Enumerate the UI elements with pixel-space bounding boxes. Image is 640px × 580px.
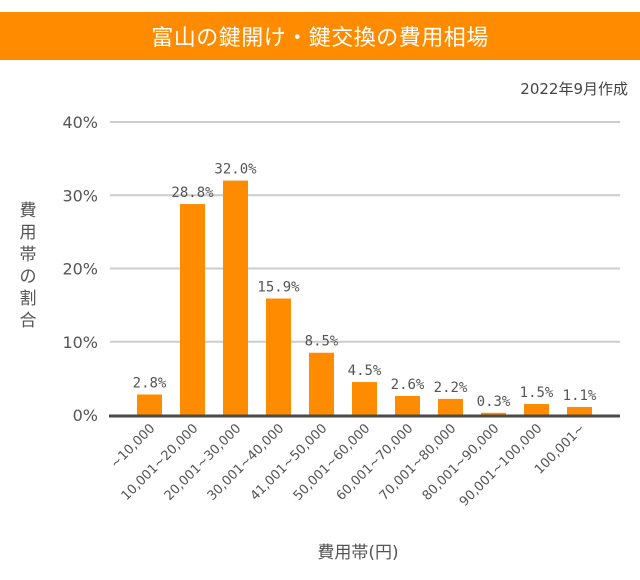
x-tick-label: 20,001~30,000 [162,421,245,504]
data-label: 15.9% [257,280,300,296]
x-axis-title: 費用帯(円) [317,543,399,563]
y-axis-title-char: 用 [19,223,37,243]
y-axis-title-char: の [19,267,37,287]
chart-title: 富山の鍵開け・鍵交換の費用相場 [151,26,489,51]
data-label: 8.5% [305,334,339,350]
bar [137,394,162,415]
y-tick-label: 40% [62,113,98,132]
y-axis-title-char: 合 [19,311,37,331]
x-tick-label: 30,001~40,000 [205,421,288,504]
y-tick-label: 20% [62,260,98,279]
data-label: 28.8% [171,185,214,201]
title-banner: 富山の鍵開け・鍵交換の費用相場 [0,12,640,60]
data-label: 2.6% [391,377,425,393]
data-label: 2.2% [434,380,468,396]
data-label: 1.1% [563,388,597,404]
bar [309,352,334,415]
x-tick-label: 70,001~80,000 [377,421,460,504]
bar [223,180,248,415]
bar [352,382,377,415]
data-label: 0.3% [477,394,511,410]
bar [266,298,291,415]
bar [567,406,592,415]
bar [438,398,463,415]
y-tick-label: 10% [62,333,98,352]
bar [395,395,420,415]
x-tick-label: 41,001~50,000 [248,421,331,504]
x-tick-label: 10,001~20,000 [119,421,202,504]
x-tick-label: 50,001~60,000 [291,421,374,504]
bar [524,404,549,415]
bar [180,204,205,415]
y-axis-title-char: 費 [19,201,37,221]
x-tick-label: 90,001~100,000 [457,421,545,509]
y-axis-title-char: 割 [19,289,37,309]
data-label: 1.5% [520,385,554,401]
y-tick-label: 30% [62,186,98,205]
x-tick-label: 80,001~90,000 [420,421,503,504]
data-label: 32.0% [214,162,257,178]
y-tick-label: 0% [73,406,98,425]
y-axis-title: 費 用 帯 の 割 合 [18,200,38,332]
x-tick-label: 60,001~70,000 [334,421,417,504]
data-label: 4.5% [348,363,382,379]
data-label: 2.8% [133,375,167,391]
date-note: 2022年9月作成 [520,80,628,98]
bar [481,412,506,415]
y-axis-title-char: 帯 [19,245,37,265]
